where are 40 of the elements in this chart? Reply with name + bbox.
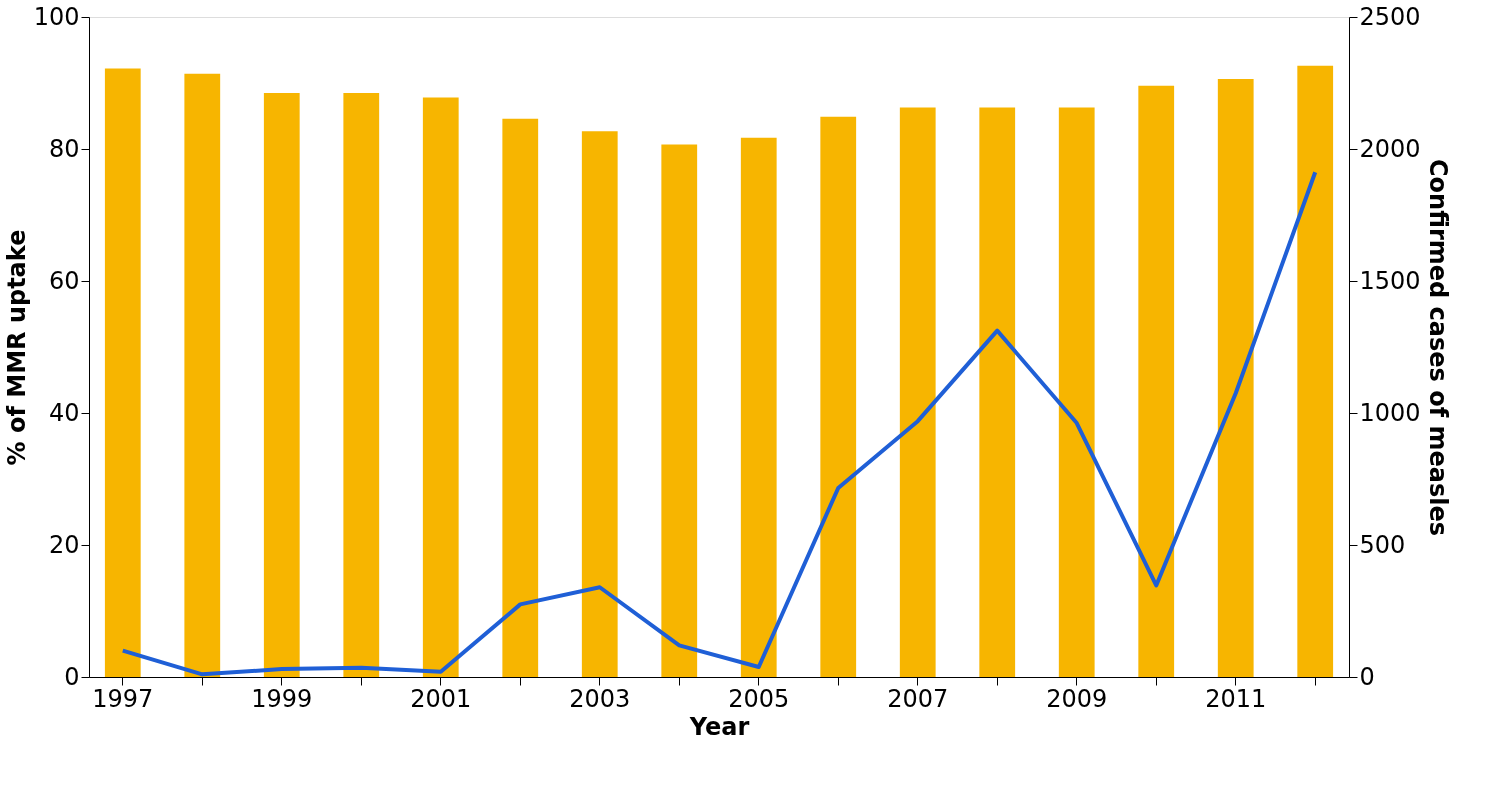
- x-tick-label: 1999: [251, 684, 313, 713]
- bar: [263, 92, 300, 677]
- bar: [502, 118, 539, 677]
- y2-tick-label: 500: [1359, 530, 1406, 559]
- bar: [1217, 79, 1254, 677]
- bar: [661, 144, 698, 677]
- bar: [422, 97, 459, 677]
- x-tick-label: 2007: [887, 684, 949, 713]
- bar: [1297, 65, 1334, 677]
- bar: [1138, 85, 1175, 677]
- y2-tick-label: 1000: [1359, 398, 1421, 427]
- bar: [979, 107, 1016, 677]
- bar: [104, 68, 141, 677]
- y-tick-label: 20: [48, 530, 80, 559]
- x-tick-label: 1997: [92, 684, 154, 713]
- bar: [581, 131, 618, 677]
- y-tick-label: 100: [33, 2, 80, 31]
- y2-axis-title: Confirmed cases of measles: [1423, 158, 1452, 537]
- x-tick-label: 2005: [728, 684, 790, 713]
- x-tick-label: 2003: [569, 684, 631, 713]
- y-tick-label: 60: [48, 266, 80, 295]
- bar: [343, 92, 380, 677]
- y-tick-label: 0: [64, 662, 80, 691]
- line-series: [120, 170, 1318, 677]
- x-tick-label: 2001: [410, 684, 472, 713]
- bar: [899, 107, 936, 677]
- y2-tick-label: 2500: [1359, 2, 1421, 31]
- x-axis-title: Year: [688, 712, 750, 741]
- x-tick-label: 2009: [1046, 684, 1108, 713]
- y2-tick-label: 0: [1359, 662, 1375, 691]
- bar: [740, 137, 777, 677]
- bar: [1058, 107, 1095, 677]
- bar: [820, 116, 857, 677]
- x-tick-label: 2011: [1205, 684, 1267, 713]
- y2-tick-label: 2000: [1359, 134, 1421, 163]
- y-tick-label: 80: [48, 134, 80, 163]
- bar: [184, 73, 221, 677]
- y-tick-label: 40: [48, 398, 80, 427]
- y2-tick-label: 1500: [1359, 266, 1421, 295]
- y-axis-title: % of MMR uptake: [2, 229, 31, 466]
